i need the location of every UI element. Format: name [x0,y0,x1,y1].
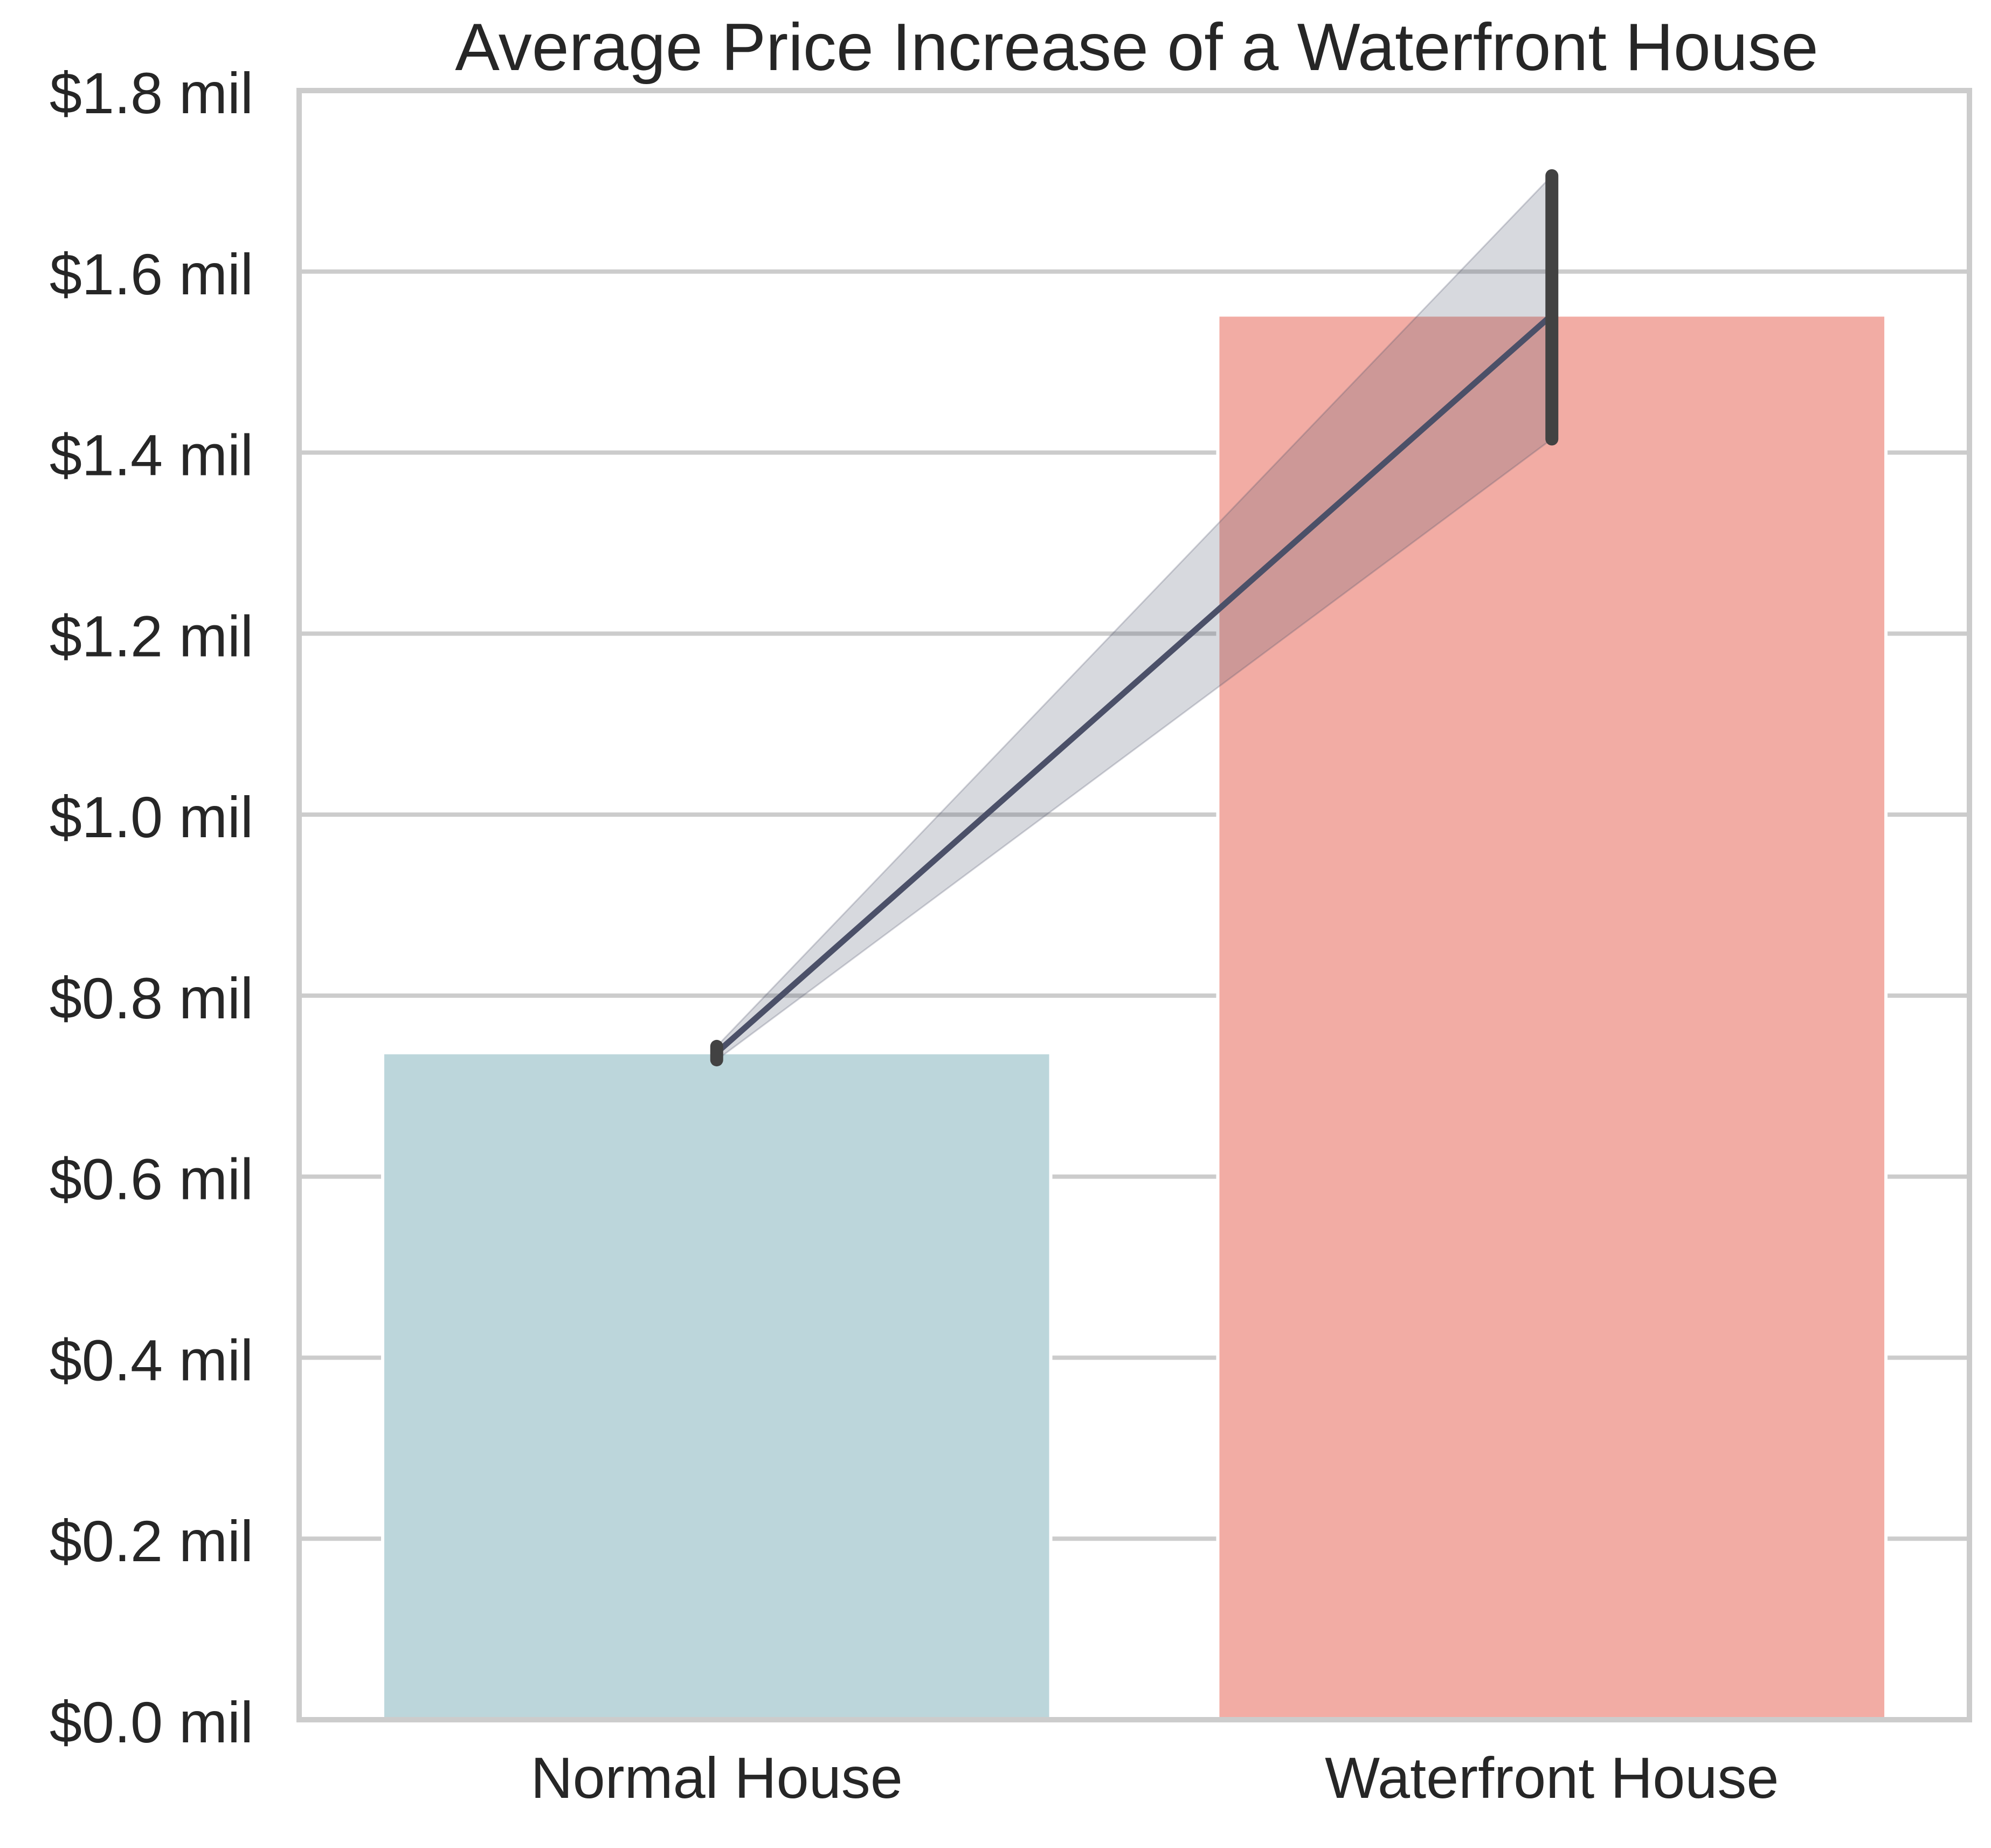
y-tick-label: $1.2 mil [50,603,253,668]
error-bars [710,169,1559,1067]
plot-frame [296,88,1972,1722]
x-tick-label: Waterfront House [1325,1745,1779,1810]
bar-1 [1216,313,1888,1721]
y-tick-label: $0.6 mil [50,1147,253,1212]
y-axis-ticks: $0.0 mil $0.2 mil $0.4 mil $0.6 mil $0.8 mil… [50,60,253,1755]
y-tick-label: $0.8 mil [50,966,253,1031]
x-axis-ticks: Normal House Waterfront House [531,1745,1779,1810]
bars [381,313,1888,1721]
y-tick-label: $1.8 mil [50,60,253,126]
chart-title: Average Price Increase of a Waterfront H… [455,10,1818,85]
y-tick-label: $0.0 mil [50,1690,253,1755]
y-tick-label: $1.0 mil [50,784,253,850]
bar-0 [381,1051,1053,1721]
y-tick-label: $1.6 mil [50,242,253,307]
y-tick-label: $1.4 mil [50,423,253,488]
x-tick-label: Normal House [531,1745,903,1810]
y-tick-label: $0.4 mil [50,1327,253,1392]
y-tick-label: $0.2 mil [50,1508,253,1574]
line-overlay-path [714,312,1555,1056]
